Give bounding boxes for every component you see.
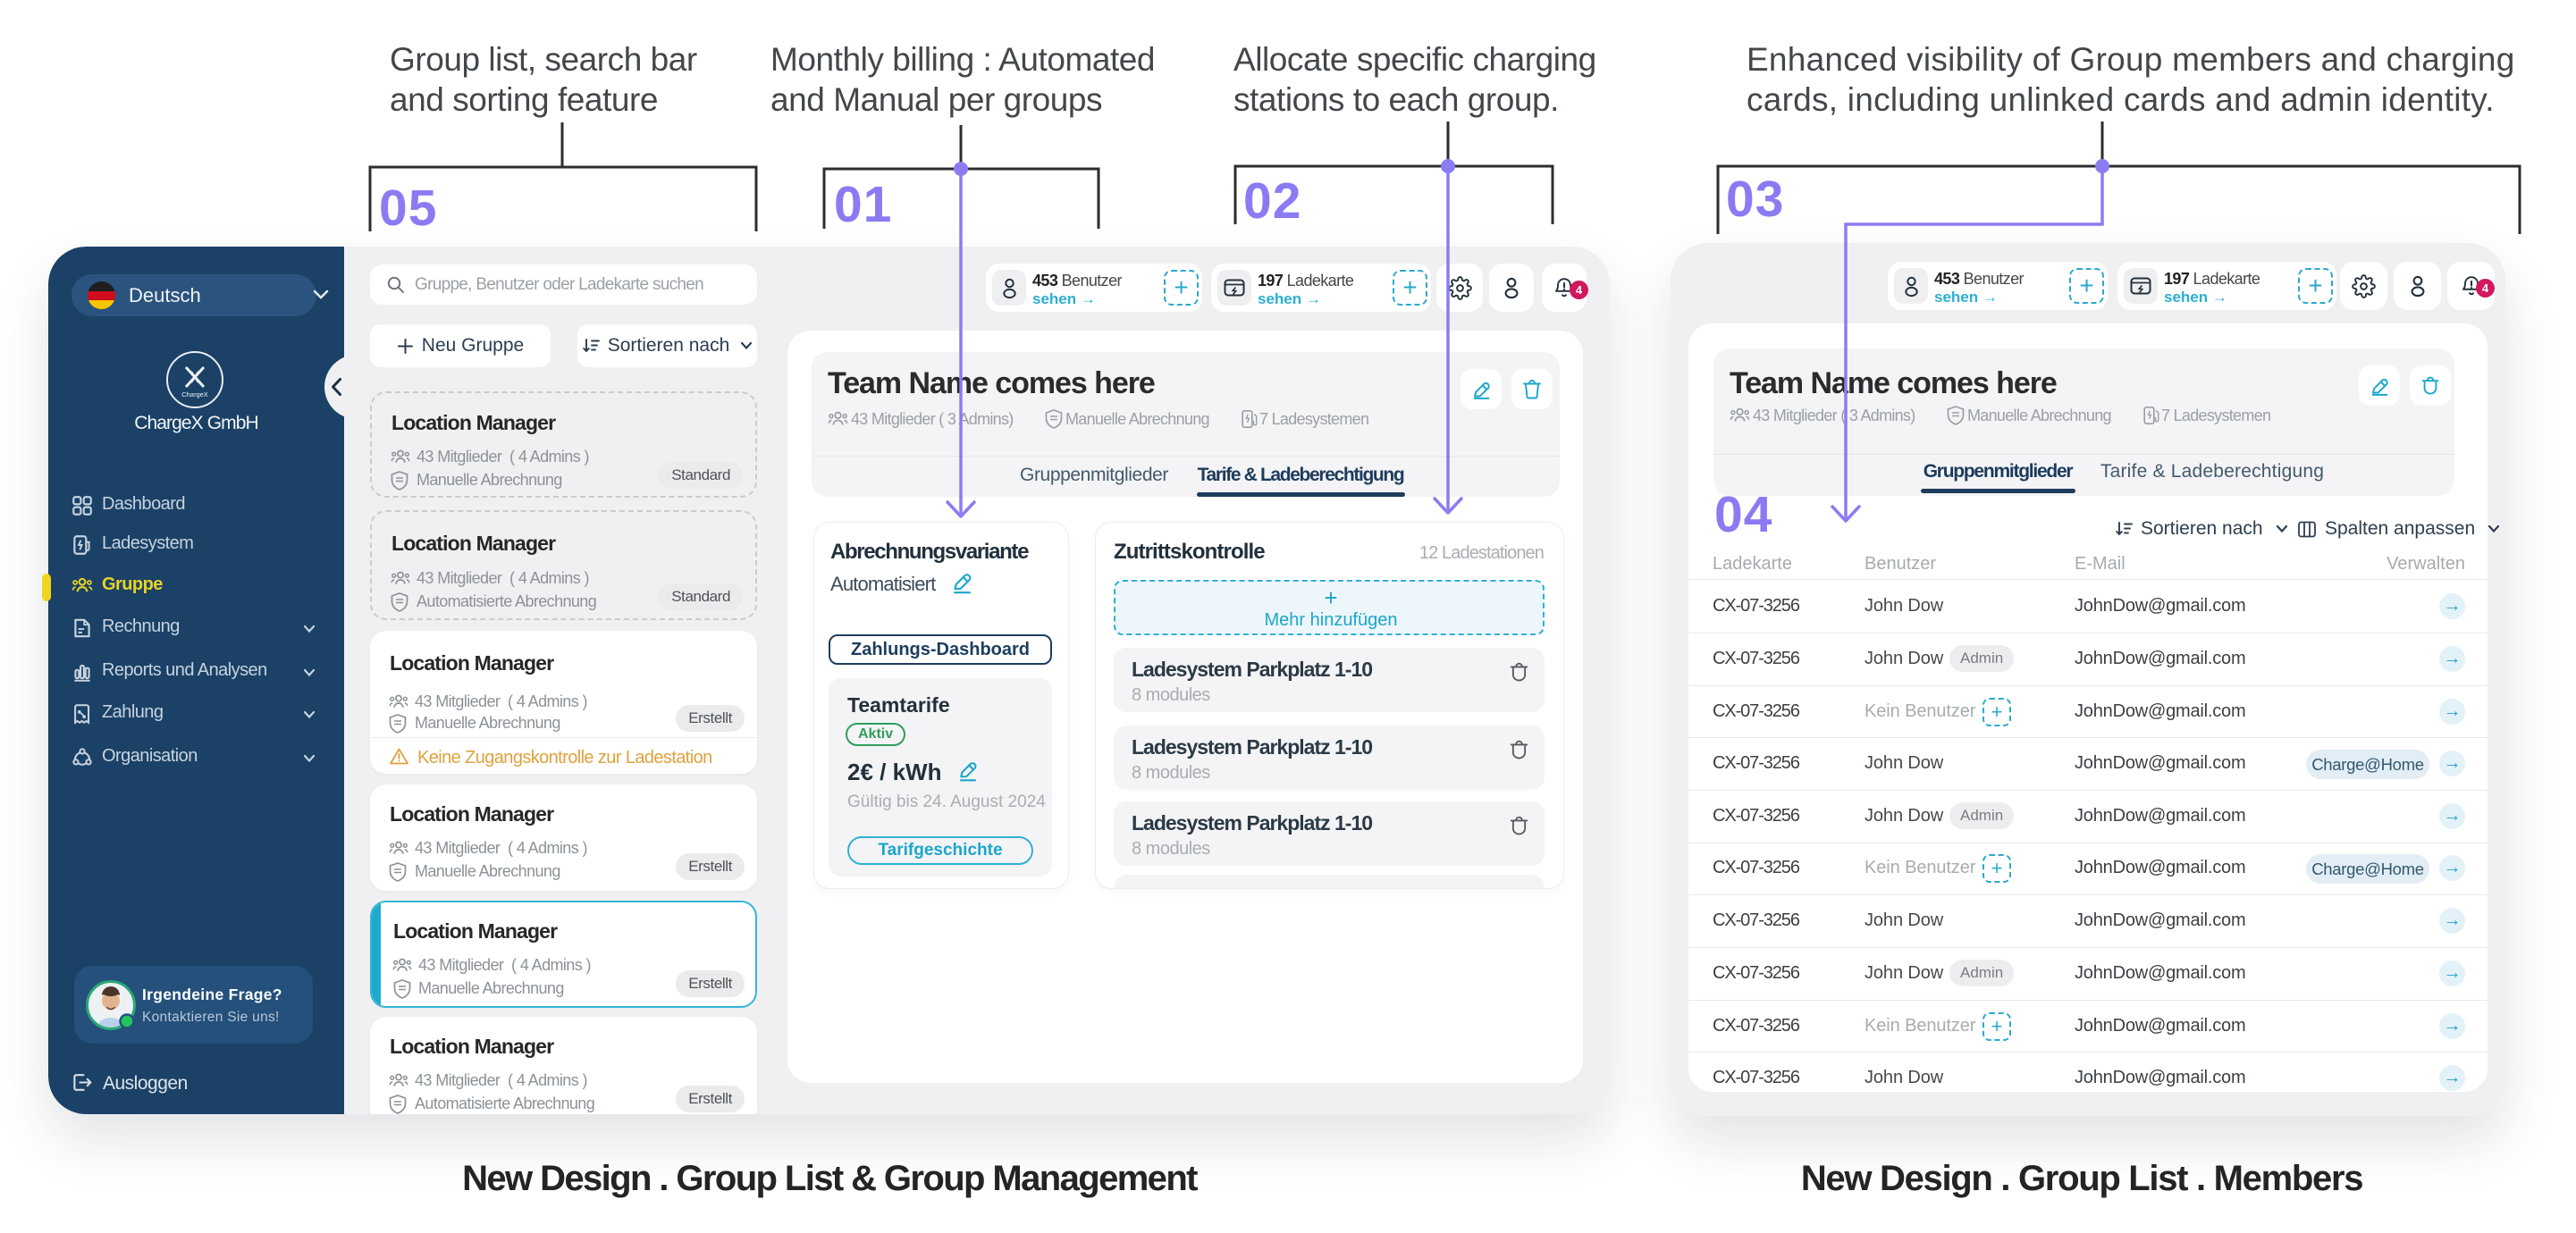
svg-text:ChargeX: ChargeX bbox=[181, 390, 208, 398]
